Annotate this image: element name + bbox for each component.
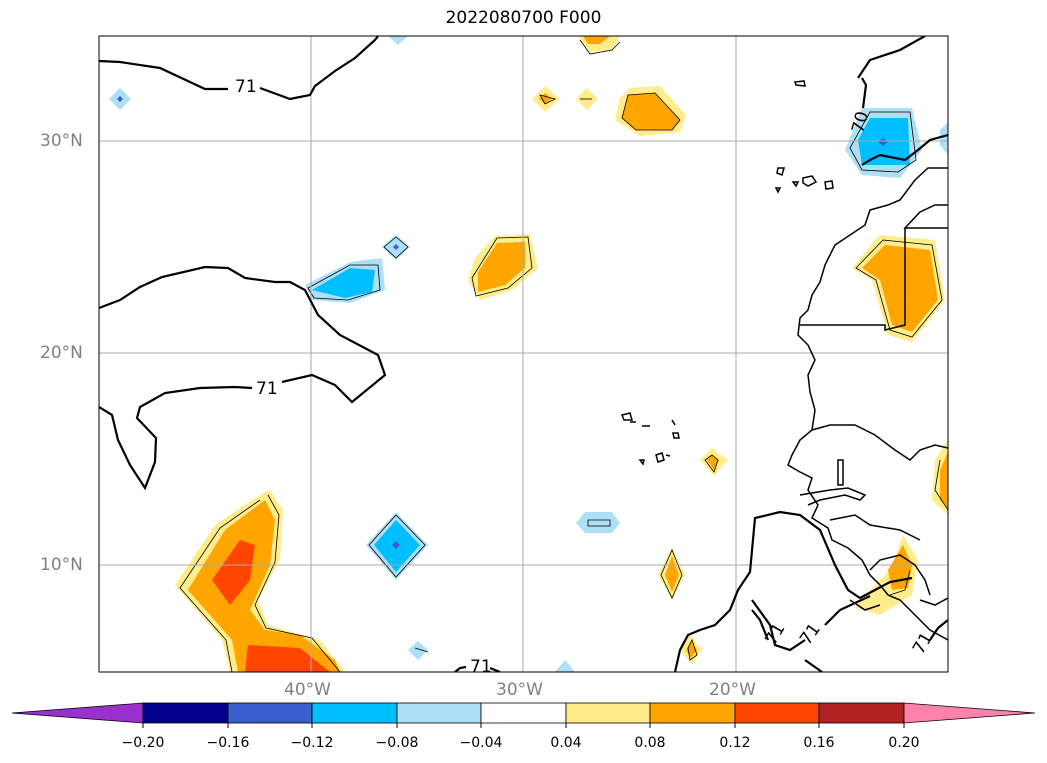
- colorbar-tick-label: 0.20: [888, 735, 920, 751]
- contour-label: 71: [256, 379, 278, 399]
- colorbar-tick-label: −0.16: [206, 735, 250, 751]
- anomaly-fills: [109, 36, 948, 672]
- colorbar-tick-label: 0.16: [803, 735, 835, 751]
- lat-label: 20°N: [40, 343, 83, 363]
- map-frame: [98, 35, 949, 673]
- coastlines: [620, 80, 948, 641]
- contour-label: 71: [796, 620, 825, 649]
- contour-label: 71: [909, 629, 937, 658]
- gridlines: [99, 36, 948, 672]
- colorbar-tick-label: −0.12: [290, 735, 334, 751]
- colorbar-tick-label: 0.12: [719, 735, 751, 751]
- lat-label: 30°N: [40, 131, 83, 151]
- lon-label: 20°W: [709, 680, 756, 700]
- lat-label: 10°N: [40, 555, 83, 575]
- contour-label: 71: [235, 77, 257, 97]
- colorbar: [11, 702, 1036, 728]
- colorbar-extend-low: [11, 702, 144, 724]
- contour-label: 71: [470, 657, 492, 677]
- colorbar-extend-high: [903, 702, 1036, 724]
- colorbar-tick-label: −0.04: [459, 735, 503, 751]
- colorbar-tick-label: −0.08: [375, 735, 419, 751]
- map-title: 2022080700 F000: [445, 8, 602, 28]
- lon-label: 40°W: [284, 680, 331, 700]
- height-contours: [99, 36, 948, 672]
- colorbar-tick-label: 0.04: [550, 735, 582, 751]
- lon-label: 30°W: [496, 680, 543, 700]
- colorbar-tick-label: −0.20: [121, 735, 165, 751]
- contour-label: 71: [761, 620, 789, 649]
- map-area: 71 71 70 71 71 71 71: [99, 36, 948, 677]
- anomaly-contours: [179, 39, 948, 672]
- colorbar-tick-label: 0.08: [634, 735, 666, 751]
